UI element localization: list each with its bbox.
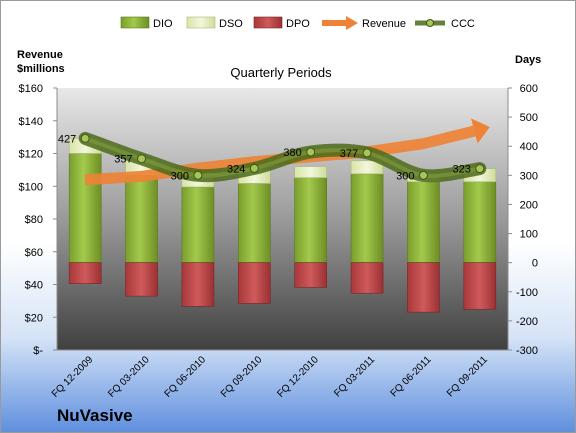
- right-tick-label: -200: [516, 316, 538, 328]
- left-tick-label: $80: [25, 214, 43, 226]
- left-tick-label: $160: [19, 83, 43, 95]
- legend-label: DPO: [286, 18, 310, 30]
- legend-label: DIO: [153, 18, 173, 30]
- chart-title: Quarterly Periods: [230, 65, 332, 80]
- x-axis-ticks: FQ 12-2009 FQ 03-2010 FQ 06-2010 FQ 09-2010…: [50, 354, 490, 400]
- right-tick-label: 200: [520, 199, 538, 211]
- left-axis-ticks: $- $20 $40 $60 $80 $100 $120 $140 $160: [19, 83, 57, 357]
- x-tick-label: FQ 12-2009: [50, 354, 96, 400]
- ccc-data-label: 380: [283, 147, 301, 159]
- dio-bar: [125, 175, 158, 263]
- dso-bar: [294, 166, 327, 178]
- ccc-marker: [80, 133, 90, 143]
- dpo-bar: [350, 262, 384, 294]
- dpo-bar: [294, 262, 327, 288]
- legend-swatch-dio: [120, 16, 150, 29]
- ccc-marker: [418, 170, 428, 180]
- dio-bar: [68, 153, 102, 263]
- bars: [68, 138, 497, 313]
- right-tick-label: 400: [520, 141, 538, 153]
- legend-label: CCC: [451, 18, 475, 30]
- legend: DIO DSO DPO Revenue CCC: [120, 16, 475, 30]
- legend-arrowhead: [346, 16, 358, 30]
- right-axis-ticks: -300 -200 -100 0 100 200 300 400 500 600: [508, 83, 538, 357]
- dio-bar: [238, 183, 271, 263]
- x-tick-label: FQ 06-2011: [389, 354, 434, 399]
- left-tick-label: $120: [19, 149, 43, 161]
- left-tick-label: $100: [19, 181, 43, 193]
- ccc-data-label: 377: [340, 148, 358, 160]
- ccc-marker: [475, 164, 485, 174]
- right-tick-label: 100: [520, 229, 538, 241]
- left-axis-label-line2: $millions: [17, 63, 65, 75]
- ccc-marker: [306, 147, 316, 157]
- legend-marker: [426, 19, 434, 27]
- left-axis-label-line1: Revenue: [17, 49, 63, 61]
- ccc-data-label: 324: [227, 163, 245, 175]
- right-tick-label: 500: [520, 112, 538, 124]
- dpo-bar: [463, 262, 497, 310]
- dio-bar: [294, 177, 327, 263]
- ccc-data-label: 427: [58, 133, 76, 145]
- dpo-bar: [68, 262, 102, 284]
- ccc-data-label: 300: [171, 170, 189, 182]
- right-tick-label: -100: [516, 287, 538, 299]
- legend-swatch-dso: [186, 16, 216, 29]
- right-axis-label: Days: [515, 54, 541, 66]
- x-tick-label: FQ 03-2011: [332, 354, 377, 399]
- right-tick-label: 0: [532, 258, 538, 270]
- ccc-marker: [249, 163, 259, 173]
- company-name: NuVasive: [57, 406, 133, 425]
- plot-area: [57, 88, 508, 350]
- right-tick-label: 600: [520, 83, 538, 95]
- left-tick-label: $60: [25, 247, 43, 259]
- legend-label: DSO: [219, 18, 243, 30]
- x-tick-label: FQ 09-2011: [445, 354, 490, 399]
- ccc-data-label: 323: [452, 164, 470, 176]
- dpo-bar: [181, 262, 215, 307]
- dso-bar: [350, 160, 384, 175]
- legend-label: Revenue: [362, 18, 406, 30]
- ccc-data-label: 300: [396, 170, 414, 182]
- dio-bar: [463, 181, 497, 263]
- ccc-marker: [137, 154, 147, 164]
- x-tick-label: FQ 09-2010: [219, 354, 265, 400]
- dio-bar: [350, 173, 384, 263]
- dpo-bar: [125, 262, 158, 297]
- legend-swatch-dpo: [253, 16, 283, 29]
- right-tick-label: 300: [520, 170, 538, 182]
- x-tick-label: FQ 06-2010: [163, 354, 209, 400]
- left-tick-label: $140: [19, 116, 43, 128]
- x-tick-label: FQ 03-2010: [106, 354, 152, 400]
- left-tick-label: $-: [33, 345, 43, 357]
- left-tick-label: $40: [25, 280, 43, 292]
- ccc-data-label: 357: [114, 154, 132, 166]
- ccc-line-highlight: [83, 136, 482, 178]
- revenue-arrowhead: [471, 118, 490, 144]
- ccc-marker: [193, 170, 203, 180]
- ccc-marker: [362, 148, 372, 158]
- left-tick-label: $20: [25, 312, 43, 324]
- dio-bar: [181, 186, 215, 263]
- dio-bar: [407, 181, 440, 263]
- ccc-series: 427 357 300 324 380 377 300 323: [58, 131, 487, 183]
- dpo-bar: [407, 262, 440, 313]
- right-tick-label: -300: [516, 345, 538, 357]
- dpo-bar: [238, 262, 271, 304]
- x-tick-label: FQ 12-2010: [275, 354, 321, 400]
